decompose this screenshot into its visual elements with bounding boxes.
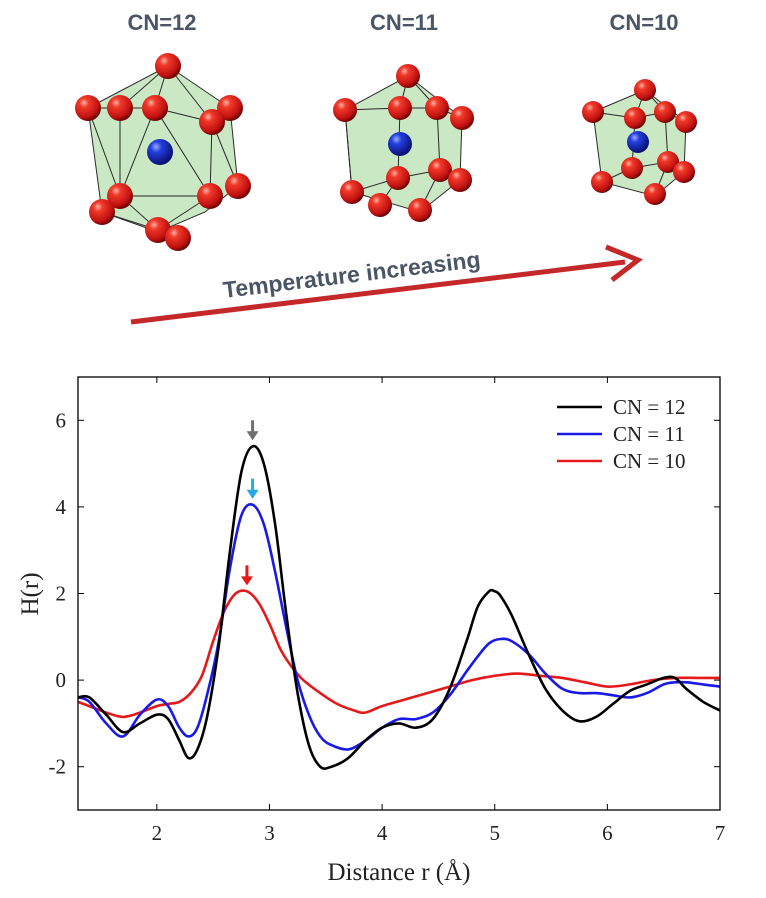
legend-entry: CN = 12 [557,395,686,419]
x-axis-ticks: 2 3 4 5 6 7 [152,377,726,845]
x-tick-label: 6 [602,821,613,845]
peak-marker-arrow [246,420,259,441]
x-tick-label: 2 [152,821,163,845]
cluster-label-cn10: CN=10 [609,10,679,35]
plot-content [78,444,720,770]
center-atom [627,131,649,153]
y-tick-label: 4 [56,495,67,519]
center-atom [388,132,412,156]
y-axis-label: H(r) [17,572,44,615]
outer-atoms [582,79,697,205]
y-tick-label: 2 [56,582,67,606]
y-tick-label: 6 [56,408,67,432]
legend-entry: CN = 11 [557,422,685,446]
x-tick-label: 4 [377,821,388,845]
outer-atoms [75,53,251,251]
cluster-cn12 [75,53,251,251]
legend-label: CN = 12 [613,395,686,419]
legend-entry: CN = 10 [557,449,686,473]
x-tick-label: 5 [489,821,500,845]
legend-label: CN = 11 [613,422,685,446]
cluster-label-cn12: CN=12 [127,10,197,35]
y-tick-label: 0 [56,668,67,692]
legend-label: CN = 10 [613,449,686,473]
center-atom [147,139,173,165]
series-line-cn10 [78,589,720,719]
x-tick-label: 7 [715,821,726,845]
temperature-arrow [130,244,643,325]
peak-marker-arrow [240,565,253,586]
x-tick-label: 3 [264,821,275,845]
cluster-label-cn11: CN=11 [370,10,438,35]
series-line-cn11 [78,503,720,751]
cluster-illustration: Temperature increasing [75,53,697,325]
cluster-cn10 [582,79,697,205]
hr-line-chart: 2 3 4 5 6 7 -2 0 2 4 6 Distance r (Å) H(r) CN = 1… [17,376,726,886]
y-tick-label: -2 [49,755,67,779]
outer-atoms [333,64,474,222]
cluster-cn11 [333,64,474,222]
series-line-cn12 [78,444,720,770]
x-axis-label: Distance r (Å) [328,859,471,886]
y-axis-ticks: -2 0 2 4 6 [49,408,720,779]
peak-marker-arrow [246,478,259,499]
chart-legend: CN = 12 CN = 11 CN = 10 [557,395,686,473]
